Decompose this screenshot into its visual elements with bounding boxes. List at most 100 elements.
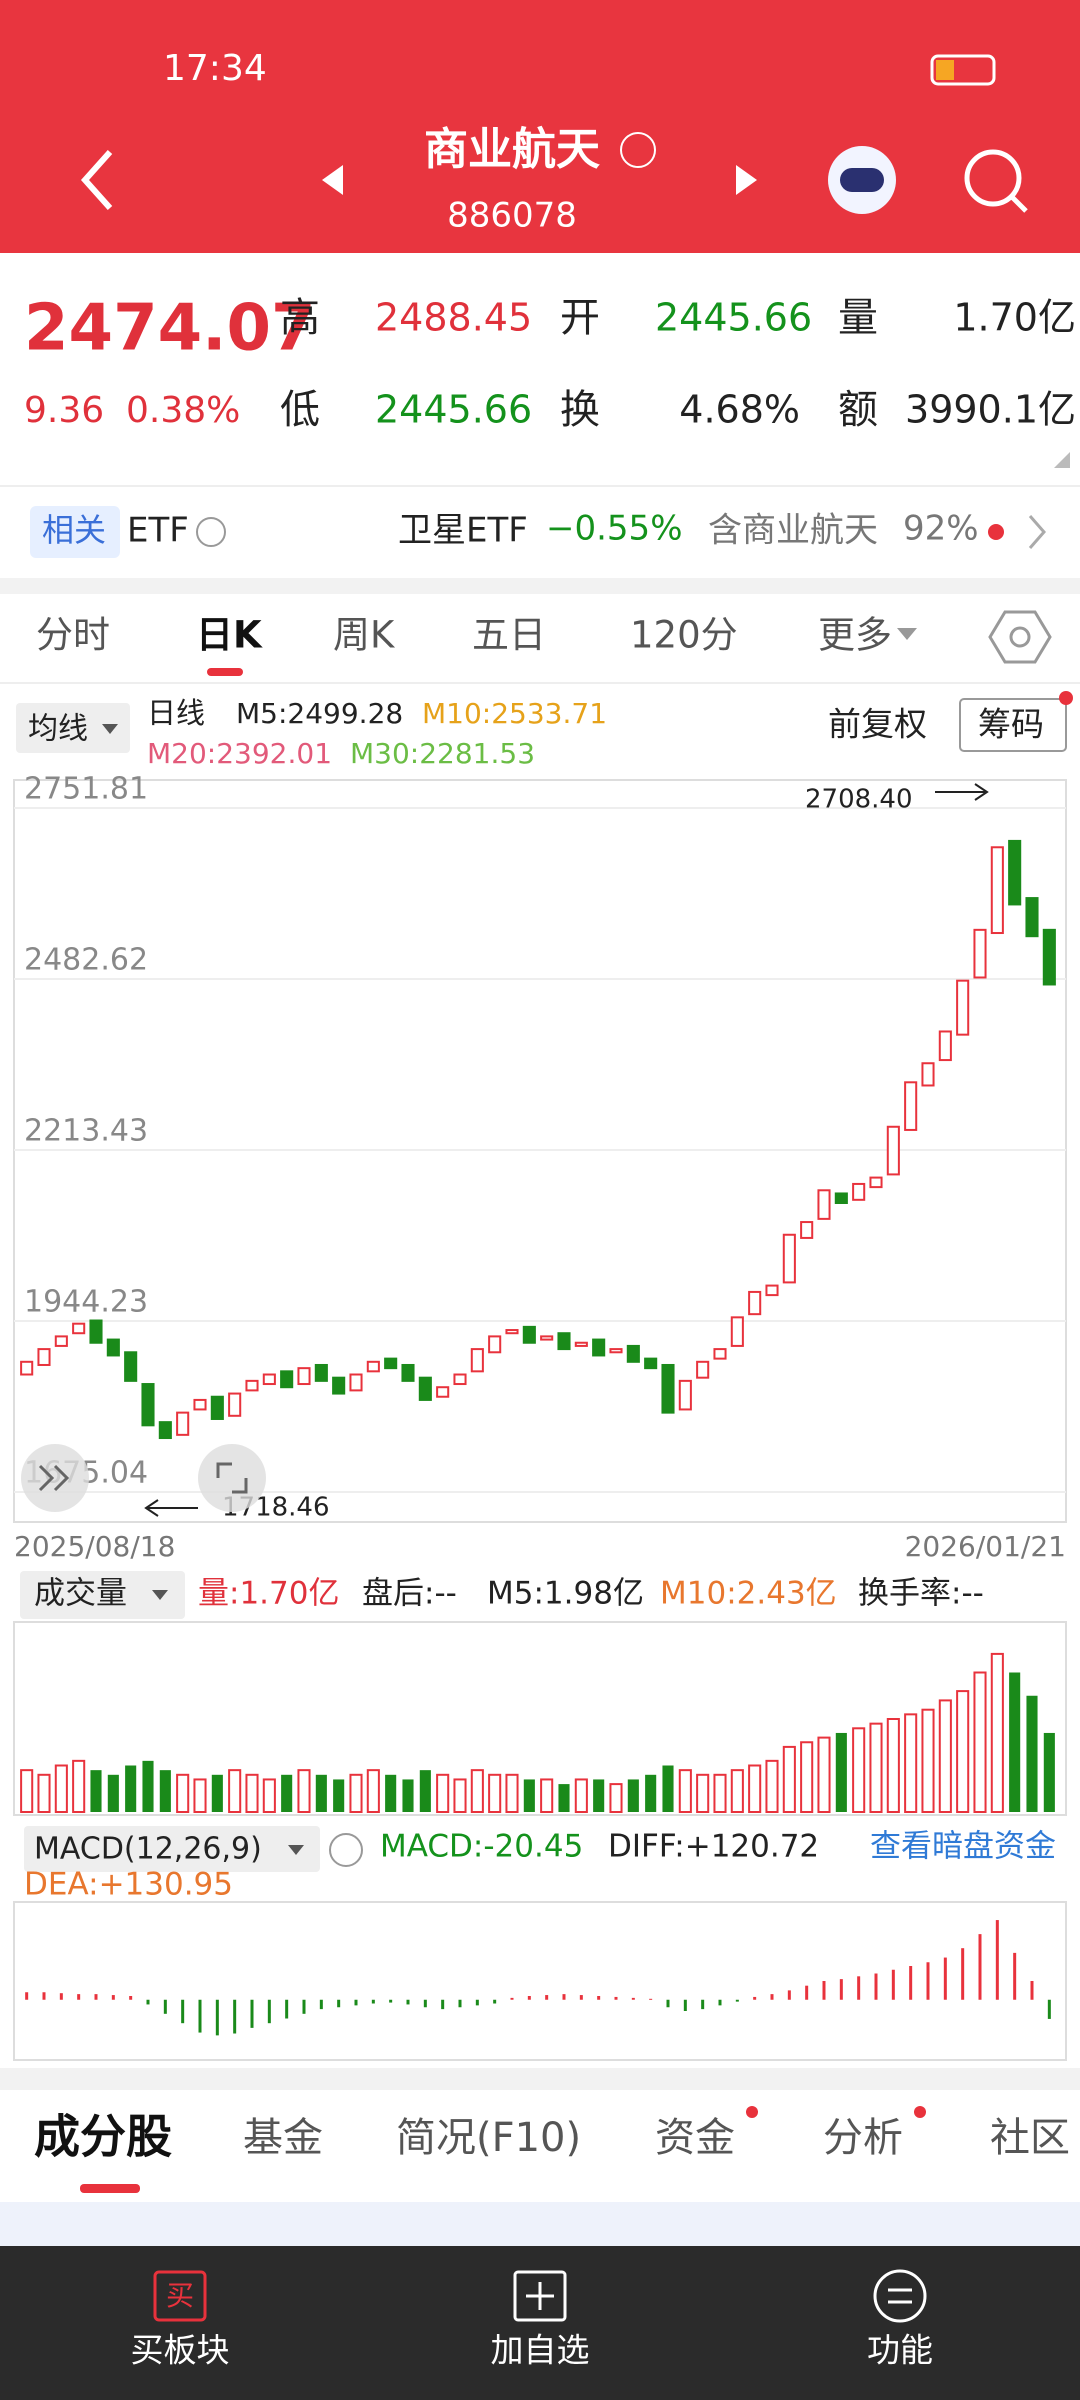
volume-button-bg[interactable] bbox=[20, 1571, 185, 1619]
nav-item[interactable]: 买板块 bbox=[131, 2331, 230, 2370]
tab[interactable]: 五日 bbox=[472, 614, 546, 657]
bar bbox=[631, 1997, 635, 2000]
bottom-tab[interactable]: 社区 bbox=[990, 2115, 1070, 2161]
ma-period: 日线 bbox=[147, 696, 205, 730]
etf-change: −0.55% bbox=[546, 509, 683, 549]
tab[interactable]: 日K bbox=[196, 614, 263, 657]
bar bbox=[59, 1993, 63, 2000]
turnover-rate: 换手率:-- bbox=[858, 1576, 984, 1612]
candle bbox=[245, 1379, 259, 1392]
candle bbox=[938, 1030, 952, 1062]
adjust[interactable]: 前复权 bbox=[828, 705, 927, 744]
volume-button[interactable]: 成交量 bbox=[34, 1576, 127, 1612]
candle bbox=[852, 1182, 866, 1201]
candle bbox=[488, 1335, 502, 1354]
candle bbox=[678, 1379, 692, 1411]
ma20: M20:2392.01 bbox=[147, 737, 332, 770]
next-button[interactable] bbox=[736, 165, 757, 195]
help-icon[interactable] bbox=[329, 1833, 363, 1867]
bar bbox=[441, 1999, 445, 2010]
candle bbox=[106, 1338, 120, 1357]
bar bbox=[146, 1999, 150, 2005]
info-icon[interactable] bbox=[620, 132, 656, 168]
add-icon[interactable] bbox=[513, 2270, 567, 2322]
help-icon[interactable] bbox=[196, 517, 226, 547]
macd-frame bbox=[13, 1901, 1067, 2061]
bar bbox=[267, 1999, 271, 2024]
tab[interactable]: 更多 bbox=[818, 614, 892, 657]
candle bbox=[956, 979, 970, 1036]
diff-value: DIFF:+120.72 bbox=[608, 1829, 819, 1865]
bar bbox=[488, 1773, 502, 1814]
bar bbox=[730, 1769, 744, 1814]
bar bbox=[558, 1784, 570, 1812]
bar bbox=[839, 1979, 843, 2000]
battery bbox=[930, 54, 996, 86]
bar bbox=[436, 1773, 450, 1814]
volume-frame bbox=[13, 1621, 1067, 1816]
bar bbox=[995, 1920, 999, 2000]
bottom-tab[interactable]: 分析 bbox=[823, 2115, 903, 2161]
candle bbox=[973, 928, 987, 979]
bar bbox=[385, 1774, 397, 1812]
candle bbox=[401, 1363, 415, 1382]
bar bbox=[250, 1999, 254, 2028]
nav-item[interactable]: 加自选 bbox=[491, 2331, 590, 2370]
bottom-tab[interactable]: 基金 bbox=[243, 2115, 323, 2161]
dot bbox=[988, 524, 1004, 540]
chips[interactable]: 筹码 bbox=[978, 705, 1044, 744]
tab[interactable]: 周K bbox=[333, 614, 396, 657]
bar bbox=[579, 1995, 583, 2000]
bottom-tab[interactable]: 简况(F10) bbox=[396, 2115, 581, 2161]
nav-item[interactable]: 功能 bbox=[867, 2331, 933, 2370]
back-button[interactable] bbox=[80, 150, 113, 210]
etf-name[interactable]: 卫星ETF bbox=[398, 511, 528, 551]
open: 2445.66 bbox=[655, 296, 812, 340]
chevron[interactable] bbox=[1028, 515, 1046, 549]
bar bbox=[176, 1773, 190, 1814]
ma30: M30:2281.53 bbox=[350, 737, 535, 770]
buy-icon-frame[interactable] bbox=[153, 2270, 207, 2322]
bar bbox=[735, 1999, 739, 2002]
bar bbox=[159, 1770, 171, 1812]
ma-button-bg[interactable] bbox=[16, 703, 130, 753]
settings-icon[interactable] bbox=[988, 610, 1052, 664]
candle bbox=[193, 1398, 207, 1411]
candle bbox=[228, 1392, 242, 1417]
bar bbox=[349, 1773, 363, 1814]
bar bbox=[163, 1999, 167, 2014]
dark-pool-link[interactable]: 查看暗盘资金 bbox=[870, 1829, 1056, 1865]
expand-button[interactable] bbox=[21, 1444, 89, 1512]
prev-button[interactable] bbox=[322, 165, 343, 195]
candle bbox=[540, 1335, 554, 1341]
bar bbox=[649, 1998, 653, 2000]
bottom-tab[interactable]: 成分股 bbox=[34, 2110, 172, 2164]
candle bbox=[609, 1348, 623, 1354]
tab[interactable]: 120分 bbox=[630, 614, 738, 657]
y-tick-label: 2213.43 bbox=[24, 1113, 148, 1148]
bar bbox=[597, 1996, 601, 2000]
bar bbox=[72, 1759, 86, 1813]
buy-icon[interactable]: 买 bbox=[166, 2279, 194, 2312]
bar bbox=[713, 1773, 727, 1814]
macd-button-bg[interactable] bbox=[24, 1826, 320, 1872]
candle bbox=[124, 1351, 138, 1382]
bar bbox=[904, 1713, 918, 1813]
add-plus bbox=[526, 2282, 554, 2310]
fullscreen-button[interactable] bbox=[198, 1444, 266, 1512]
search-icon[interactable] bbox=[964, 149, 1022, 207]
ma-button[interactable]: 均线 bbox=[28, 712, 88, 747]
bar bbox=[315, 1774, 327, 1812]
bottom-tab[interactable]: 资金 bbox=[655, 2115, 735, 2161]
header-bg bbox=[0, 0, 1080, 253]
menu-icon[interactable] bbox=[873, 2269, 927, 2323]
fullscreen-icon bbox=[216, 1462, 248, 1494]
robot-face bbox=[840, 168, 884, 192]
macd-button[interactable]: MACD(12,26,9) bbox=[34, 1832, 262, 1867]
bar bbox=[402, 1779, 414, 1812]
tab[interactable]: 分时 bbox=[36, 614, 110, 657]
bar bbox=[406, 1999, 410, 2005]
chips-button[interactable] bbox=[959, 698, 1067, 752]
bar bbox=[956, 1690, 970, 1813]
